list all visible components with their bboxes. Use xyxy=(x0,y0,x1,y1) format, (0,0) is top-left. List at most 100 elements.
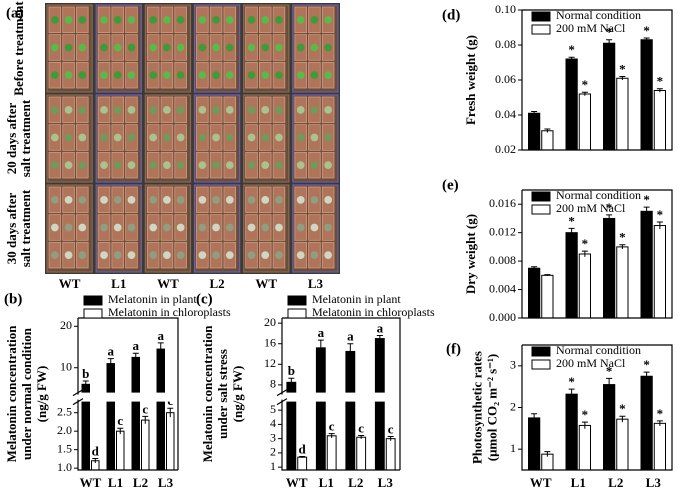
significance-label: * xyxy=(606,363,613,378)
legend-label: 200 mM NaCl xyxy=(556,201,626,215)
plant xyxy=(261,195,270,204)
significance-label: c xyxy=(388,421,394,436)
plant xyxy=(225,251,234,260)
plant xyxy=(163,105,171,114)
y-tick-label: 3 xyxy=(510,358,516,372)
plant xyxy=(225,15,234,24)
bar xyxy=(541,274,554,319)
plant xyxy=(261,161,270,170)
x-tick-label: L1 xyxy=(571,475,586,490)
bar xyxy=(528,112,541,151)
significance-label: * xyxy=(606,25,613,40)
plant xyxy=(198,161,207,170)
legend-swatch xyxy=(531,204,551,215)
bar xyxy=(640,39,653,151)
plant xyxy=(198,105,207,114)
y-tick-label: 2.0 xyxy=(57,423,72,437)
column-label: L3 xyxy=(308,276,324,291)
significance-label: * xyxy=(657,406,664,421)
panel-label: (c) xyxy=(196,291,213,307)
legend-label: Melatonin in plant xyxy=(312,292,401,306)
error-bar xyxy=(619,76,626,80)
significance-label: a xyxy=(158,328,165,343)
bar xyxy=(578,93,591,151)
row-label: salt treatment xyxy=(18,189,33,267)
plant xyxy=(324,161,333,170)
bar xyxy=(297,456,308,471)
bar xyxy=(578,424,591,471)
plant xyxy=(78,105,87,114)
legend-label: Melatonin in chloroplasts xyxy=(108,305,231,319)
plant xyxy=(50,105,59,114)
plant xyxy=(50,223,59,232)
column-label: WT xyxy=(255,276,277,291)
significance-label: d xyxy=(299,441,307,456)
plant xyxy=(127,105,136,114)
plant xyxy=(310,105,319,114)
plant xyxy=(275,105,283,114)
error-bar xyxy=(643,37,650,42)
plant xyxy=(324,15,333,24)
y-tick-label: 5 xyxy=(270,402,276,416)
plant xyxy=(310,223,319,232)
column-label: WT xyxy=(157,276,179,291)
plant xyxy=(212,161,220,170)
plant xyxy=(247,161,256,170)
plant xyxy=(64,161,73,170)
plant xyxy=(324,195,333,204)
plant xyxy=(176,43,185,52)
column-label: L2 xyxy=(209,276,224,291)
plant xyxy=(225,71,234,80)
plant xyxy=(247,223,256,232)
plant xyxy=(275,15,283,24)
plant xyxy=(324,71,333,80)
row-label: 30 days after xyxy=(4,193,19,265)
legend-label: Melatonin in plant xyxy=(108,292,197,306)
plant xyxy=(127,15,136,24)
error-bar xyxy=(142,415,149,424)
y-tick-label: 0.008 xyxy=(489,253,516,267)
plant xyxy=(149,251,158,260)
y-tick-label: 0.08 xyxy=(495,37,516,51)
axes xyxy=(521,344,673,471)
y-axis-label: Melatonin concentration xyxy=(4,325,19,463)
plant xyxy=(163,195,171,204)
plant xyxy=(100,195,108,204)
photo-background xyxy=(45,3,340,274)
plant xyxy=(247,71,256,80)
significance-label: * xyxy=(568,374,575,389)
bar xyxy=(141,419,150,471)
significance-label: c xyxy=(358,420,364,435)
plant xyxy=(324,105,333,114)
plant xyxy=(149,71,158,80)
plant xyxy=(296,105,305,114)
plant xyxy=(50,161,59,170)
plant xyxy=(100,15,108,24)
plant xyxy=(212,251,220,260)
plant xyxy=(127,251,136,260)
plant xyxy=(324,43,333,52)
legend-swatch xyxy=(531,11,551,22)
significance-label: * xyxy=(657,207,664,222)
y-axis-label: (μmol CO₂ m⁻² s⁻¹) xyxy=(484,354,499,462)
plant xyxy=(176,133,185,142)
plant xyxy=(163,223,171,232)
plant xyxy=(275,223,283,232)
bar xyxy=(326,435,337,471)
y-tick-label: 0.06 xyxy=(495,72,516,86)
bar xyxy=(640,375,653,471)
plant xyxy=(310,43,319,52)
plant xyxy=(296,133,305,142)
error-bar xyxy=(656,221,663,230)
axes xyxy=(521,189,673,319)
plant xyxy=(64,223,73,232)
y-tick-label: 3 xyxy=(270,430,276,444)
x-tick-label: L3 xyxy=(646,475,662,490)
plant xyxy=(64,71,73,80)
plant xyxy=(275,43,283,52)
plant xyxy=(78,15,87,24)
legend-swatch xyxy=(83,308,103,319)
significance-label: * xyxy=(619,230,626,245)
significance-label: a xyxy=(318,325,325,340)
